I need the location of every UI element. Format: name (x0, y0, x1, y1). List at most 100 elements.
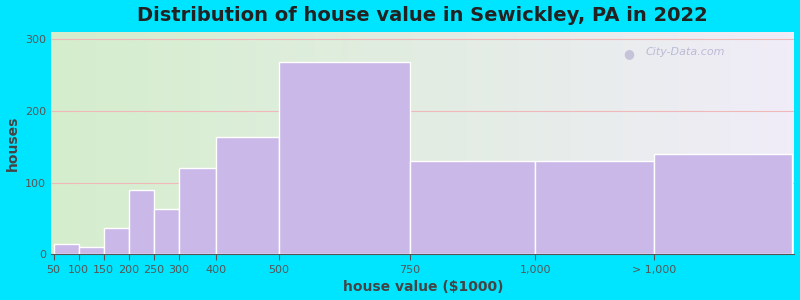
Bar (419, 32, 422, 254)
Bar (99, 32, 103, 254)
Bar (144, 32, 148, 254)
Bar (449, 32, 453, 254)
Bar (787, 32, 790, 254)
Bar (494, 32, 497, 254)
Bar (96, 32, 99, 254)
Bar (181, 32, 185, 254)
Bar (412, 32, 415, 254)
Bar (78, 247, 104, 254)
Bar (471, 32, 475, 254)
Bar (478, 32, 482, 254)
Bar (706, 32, 709, 254)
Bar (686, 32, 690, 254)
Bar (338, 32, 341, 254)
Bar (501, 32, 505, 254)
Bar (627, 32, 631, 254)
Bar (661, 32, 664, 254)
Bar (166, 32, 170, 254)
Bar (104, 228, 129, 254)
Bar (70, 32, 74, 254)
Bar (519, 32, 523, 254)
Bar (754, 32, 758, 254)
Bar (408, 32, 412, 254)
Bar (234, 32, 237, 254)
Bar (486, 32, 490, 254)
Bar (266, 32, 270, 254)
Bar (668, 32, 672, 254)
Bar (363, 32, 367, 254)
Bar (612, 32, 616, 254)
Bar (77, 32, 81, 254)
Bar (769, 32, 772, 254)
Bar (546, 32, 549, 254)
Bar (58, 32, 62, 254)
Bar (709, 32, 713, 254)
Bar (162, 32, 166, 254)
Bar (616, 32, 620, 254)
Bar (216, 137, 279, 254)
Bar (646, 32, 650, 254)
Bar (598, 32, 601, 254)
Bar (107, 32, 110, 254)
Bar (575, 32, 579, 254)
Bar (81, 32, 85, 254)
Bar (542, 32, 546, 254)
Bar (297, 32, 300, 254)
Bar (178, 32, 181, 254)
Bar (255, 32, 259, 254)
Bar (582, 32, 586, 254)
Bar (126, 32, 129, 254)
Bar (467, 32, 471, 254)
Bar (512, 32, 516, 254)
Bar (724, 32, 727, 254)
Bar (230, 32, 234, 254)
Bar (516, 32, 519, 254)
Bar (401, 32, 404, 254)
Bar (534, 32, 538, 254)
Bar (129, 190, 154, 254)
Bar (137, 32, 140, 254)
Bar (103, 32, 107, 254)
Bar (140, 32, 144, 254)
Bar (404, 32, 408, 254)
Bar (535, 161, 654, 254)
Y-axis label: houses: houses (6, 116, 19, 171)
Bar (738, 32, 742, 254)
Bar (386, 32, 390, 254)
Bar (129, 32, 133, 254)
Bar (178, 168, 216, 254)
Bar (289, 32, 293, 254)
Bar (154, 209, 178, 254)
Bar (222, 32, 226, 254)
Bar (189, 32, 192, 254)
Bar (783, 32, 787, 254)
Bar (237, 32, 241, 254)
Bar (252, 32, 255, 254)
Bar (490, 32, 494, 254)
Bar (657, 32, 661, 254)
Bar (664, 32, 668, 254)
Bar (720, 32, 724, 254)
Bar (553, 32, 557, 254)
Bar (430, 32, 434, 254)
Bar (322, 32, 326, 254)
Bar (263, 32, 266, 254)
Bar (192, 32, 196, 254)
Bar (226, 32, 230, 254)
Bar (62, 32, 66, 254)
Bar (214, 32, 218, 254)
Bar (713, 32, 716, 254)
Bar (560, 32, 564, 254)
Bar (654, 154, 792, 254)
Bar (654, 32, 657, 254)
Bar (790, 32, 794, 254)
Bar (638, 32, 642, 254)
Bar (279, 62, 410, 254)
Bar (716, 32, 720, 254)
Bar (568, 32, 571, 254)
Bar (675, 32, 679, 254)
Bar (367, 32, 370, 254)
Bar (464, 32, 467, 254)
Bar (475, 32, 478, 254)
Bar (571, 32, 575, 254)
